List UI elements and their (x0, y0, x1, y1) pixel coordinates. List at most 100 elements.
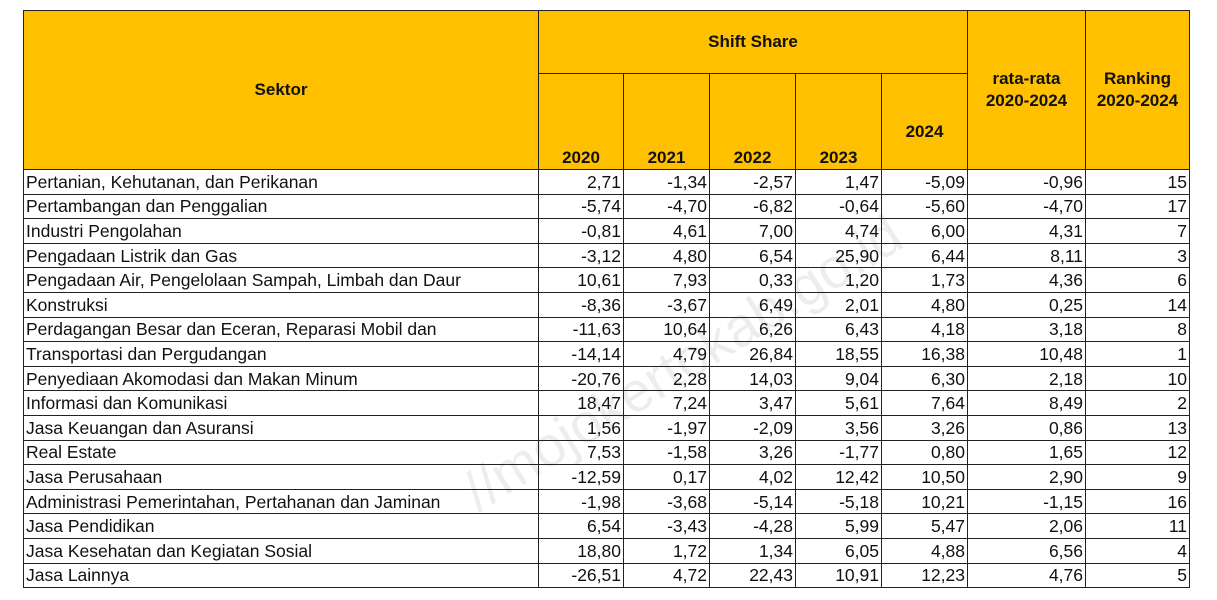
value-cell-2022: -5,14 (709, 488, 796, 515)
sector-name-cell: Transportasi dan Pergudangan (23, 341, 539, 367)
value-cell-2020: -0,81 (538, 218, 624, 244)
year-header-2020: 2020 (538, 73, 624, 170)
value-cell-2021: 4,72 (623, 562, 710, 589)
value-cell-2020: 1,56 (538, 414, 624, 441)
average-cell: -1,15 (967, 488, 1086, 515)
table-row: Penyediaan Akomodasi dan Makan Minum -20,… (23, 365, 1190, 392)
value-cell-2024: 7,64 (881, 390, 968, 416)
rank-cell: 1 (1085, 341, 1190, 367)
sector-name-cell: Penyediaan Akomodasi dan Makan Minum (23, 365, 539, 392)
value-cell-2022: 0,33 (709, 267, 796, 293)
value-cell-2022: 1,34 (709, 537, 796, 564)
value-cell-2023: 4,74 (795, 218, 882, 244)
value-cell-2022: -6,82 (709, 193, 796, 220)
year-header-2021: 2021 (623, 73, 710, 170)
value-cell-2021: 1,72 (623, 537, 710, 564)
rank-cell: 16 (1085, 488, 1190, 515)
average-cell: -4,70 (967, 193, 1086, 220)
value-cell-2024: 6,44 (881, 242, 968, 269)
sector-name-cell: Informasi dan Komunikasi (23, 390, 539, 416)
average-cell: 8,11 (967, 242, 1086, 269)
value-cell-2024: 4,18 (881, 316, 968, 343)
value-cell-2022: 3,47 (709, 390, 796, 416)
value-cell-2023: 12,42 (795, 464, 882, 490)
rank-cell: 9 (1085, 464, 1190, 490)
rank-cell: 10 (1085, 365, 1190, 392)
sector-name-cell: Real Estate (23, 439, 539, 466)
value-cell-2020: -12,59 (538, 464, 624, 490)
average-cell: 0,25 (967, 291, 1086, 318)
value-cell-2020: 18,47 (538, 390, 624, 416)
sektor-header: Sektor (23, 10, 539, 170)
value-cell-2021: 4,79 (623, 341, 710, 367)
value-cell-2024: 6,30 (881, 365, 968, 392)
average-cell: 1,65 (967, 439, 1086, 466)
value-cell-2021: -3,68 (623, 488, 710, 515)
year-header-2023: 2023 (795, 73, 882, 170)
average-cell: 8,49 (967, 390, 1086, 416)
value-cell-2023: 3,56 (795, 414, 882, 441)
rank-cell: 8 (1085, 316, 1190, 343)
average-cell: 4,76 (967, 562, 1086, 589)
year-header-2024: 2024 (881, 73, 968, 170)
value-cell-2023: 6,05 (795, 537, 882, 564)
value-cell-2024: -5,09 (881, 169, 968, 195)
rank-cell: 3 (1085, 242, 1190, 269)
value-cell-2024: 4,88 (881, 537, 968, 564)
ranking-header-line1: Ranking (1103, 69, 1172, 88)
average-cell: 6,56 (967, 537, 1086, 564)
value-cell-2023: 9,04 (795, 365, 882, 392)
average-header: rata-rata 2020-2024 (967, 10, 1086, 170)
sector-name-cell: Jasa Pendidikan (23, 513, 539, 539)
sector-name-cell: Perdagangan Besar dan Eceran, Reparasi M… (23, 316, 539, 343)
value-cell-2021: -1,97 (623, 414, 710, 441)
value-cell-2023: -0,64 (795, 193, 882, 220)
average-cell: 4,31 (967, 218, 1086, 244)
average-cell: -0,96 (967, 169, 1086, 195)
sector-name-cell: Jasa Perusahaan (23, 464, 539, 490)
value-cell-2022: -2,57 (709, 169, 796, 195)
sector-name-cell: Pengadaan Air, Pengelolaan Sampah, Limba… (23, 267, 539, 293)
value-cell-2021: -1,58 (623, 439, 710, 466)
sector-name-cell: Pertanian, Kehutanan, dan Perikanan (23, 169, 539, 195)
value-cell-2021: 7,24 (623, 390, 710, 416)
value-cell-2022: 7,00 (709, 218, 796, 244)
table-row: Pengadaan Listrik dan Gas -3,12 4,80 6,54 25… (23, 242, 1190, 269)
value-cell-2023: 10,91 (795, 562, 882, 589)
table-body: Pertanian, Kehutanan, dan Perikanan 2,71-… (23, 169, 1190, 589)
sector-name-cell: Pengadaan Listrik dan Gas (23, 242, 539, 269)
average-cell: 3,18 (967, 316, 1086, 343)
value-cell-2021: -3,67 (623, 291, 710, 318)
average-cell: 4,36 (967, 267, 1086, 293)
value-cell-2022: -4,28 (709, 513, 796, 539)
average-cell: 0,86 (967, 414, 1086, 441)
value-cell-2023: 25,90 (795, 242, 882, 269)
sector-name-cell: Jasa Lainnya (23, 562, 539, 589)
average-cell: 10,48 (967, 341, 1086, 367)
value-cell-2021: -4,70 (623, 193, 710, 220)
value-cell-2022: 26,84 (709, 341, 796, 367)
table-row: Transportasi dan Pergudangan -14,14 4,79 26… (23, 341, 1190, 367)
rank-cell: 12 (1085, 439, 1190, 466)
table-row: Pengadaan Air, Pengelolaan Sampah, Limba… (23, 267, 1190, 293)
value-cell-2021: 4,80 (623, 242, 710, 269)
value-cell-2024: 0,80 (881, 439, 968, 466)
sector-name-cell: Konstruksi (23, 291, 539, 318)
table-row: Administrasi Pemerintahan, Pertahanan da… (23, 488, 1190, 515)
sector-name-cell: Jasa Keuangan dan Asuransi (23, 414, 539, 441)
value-cell-2020: 10,61 (538, 267, 624, 293)
rank-cell: 14 (1085, 291, 1190, 318)
sector-name-cell: Administrasi Pemerintahan, Pertahanan da… (23, 488, 539, 515)
value-cell-2024: 10,21 (881, 488, 968, 515)
value-cell-2024: 10,50 (881, 464, 968, 490)
value-cell-2020: 6,54 (538, 513, 624, 539)
table-row: Informasi dan Komunikasi 18,47 7,24 3,47 5,6… (23, 390, 1190, 416)
value-cell-2022: 3,26 (709, 439, 796, 466)
value-cell-2021: -3,43 (623, 513, 710, 539)
value-cell-2021: 7,93 (623, 267, 710, 293)
value-cell-2024: 3,26 (881, 414, 968, 441)
ranking-header: Ranking 2020-2024 (1085, 10, 1190, 170)
sector-name-cell: Pertambangan dan Penggalian (23, 193, 539, 220)
value-cell-2020: -5,74 (538, 193, 624, 220)
header-row-top: Sektor Shift Share rata-rata 2020-2024 R… (23, 10, 1190, 170)
